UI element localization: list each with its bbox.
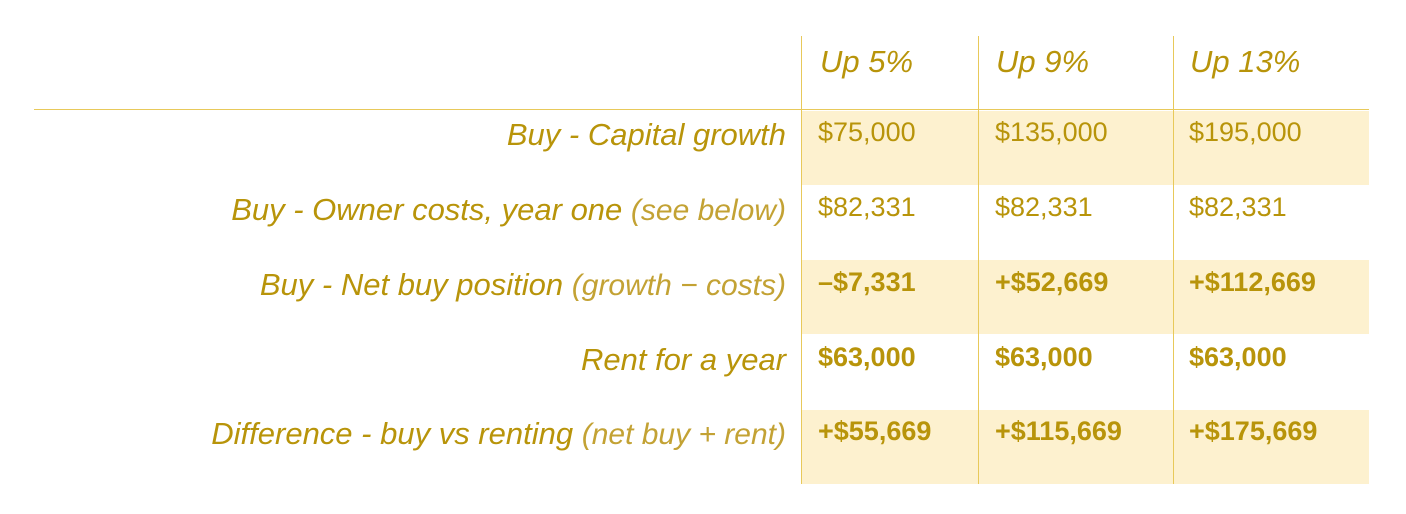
row-label-note: (see below)	[630, 194, 786, 227]
row-label-note: (growth − costs)	[571, 269, 786, 302]
cell-net-buy-up-5: –$7,331	[818, 267, 916, 297]
row-label-text: Buy - Capital growth	[506, 117, 786, 152]
cell-owner-costs-up-5: $82,331	[818, 192, 916, 222]
cell-difference-up-9: +$115,669	[995, 416, 1122, 446]
cell-owner-costs-up-9: $82,331	[995, 192, 1093, 222]
cell-rent-up-5: $63,000	[818, 342, 916, 372]
cell-capital-growth-up-5: $75,000	[818, 117, 916, 147]
column-header-up-13: Up 13%	[1190, 44, 1301, 79]
cell-net-buy-up-13: +$112,669	[1189, 267, 1316, 297]
row-label-difference: Difference - buy vs renting (net buy + r…	[211, 416, 786, 452]
cell-owner-costs-up-13: $82,331	[1189, 192, 1287, 222]
row-label-net-buy-position: Buy - Net buy position (growth − costs)	[260, 267, 786, 303]
cell-capital-growth-up-13: $195,000	[1189, 117, 1302, 147]
row-label-text: Buy - Net buy position	[259, 267, 564, 302]
column-divider-1	[801, 36, 802, 484]
column-header-up-5: Up 5%	[820, 44, 914, 79]
column-divider-2	[978, 36, 979, 484]
cell-rent-up-13: $63,000	[1189, 342, 1287, 372]
cell-capital-growth-up-9: $135,000	[995, 117, 1108, 147]
row-band-3	[802, 260, 1369, 334]
cell-difference-up-13: +$175,669	[1189, 416, 1318, 446]
row-band-5	[802, 410, 1369, 484]
cell-difference-up-5: +$55,669	[818, 416, 932, 446]
row-label-text: Buy - Owner costs, year one	[231, 192, 623, 227]
row-label-text: Difference - buy vs renting	[211, 416, 574, 451]
row-label-text: Rent for a year	[580, 342, 786, 377]
row-label-rent-for-a-year: Rent for a year	[581, 342, 786, 378]
header-divider	[34, 109, 1369, 110]
cell-rent-up-9: $63,000	[995, 342, 1093, 372]
row-band-1	[802, 111, 1369, 185]
column-divider-3	[1173, 36, 1174, 484]
row-label-owner-costs: Buy - Owner costs, year one (see below)	[231, 192, 786, 228]
column-header-up-9: Up 9%	[996, 44, 1090, 79]
row-label-note: (net buy + rent)	[581, 418, 786, 451]
cell-net-buy-up-9: +$52,669	[995, 267, 1109, 297]
row-label-capital-growth: Buy - Capital growth	[507, 117, 786, 153]
